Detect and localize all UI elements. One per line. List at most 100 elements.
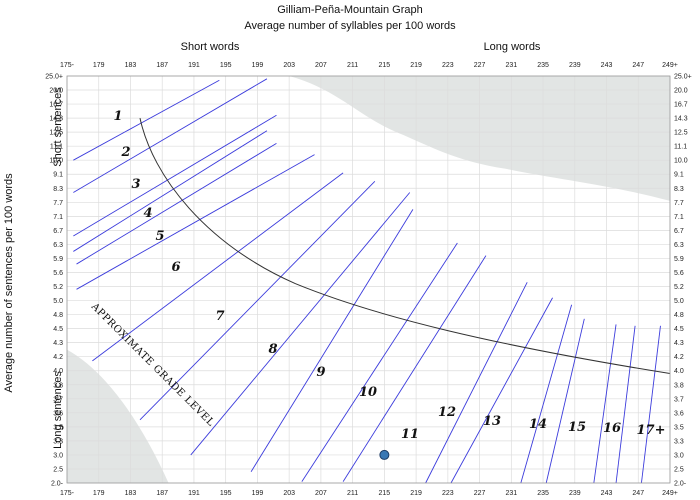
x-tick-label-bottom: 179: [93, 490, 105, 497]
grade-boundary-line: [545, 318, 585, 484]
x-tick-label-bottom: 235: [537, 490, 549, 497]
y-tick-label-right: 5.9: [674, 256, 684, 263]
y-tick-label-left: 2.0-: [51, 481, 64, 488]
y-tick-label-left: 7.1: [53, 214, 63, 221]
grade-label-1: 1: [113, 109, 122, 124]
y-tick-label-left: 3.7: [53, 396, 63, 403]
y-tick-label-left: 9.1: [53, 172, 63, 179]
grade-label-7: 7: [215, 309, 224, 324]
y-tick-label-left: 3.0: [53, 452, 63, 459]
grade-label-8: 8: [268, 342, 277, 357]
y-tick-label-right: 14.3: [674, 116, 688, 123]
grade-label-15: 15: [568, 420, 586, 435]
y-tick-label-left: 5.6: [53, 270, 63, 277]
grade-boundary-line: [73, 78, 268, 193]
y-tick-label-right: 6.7: [674, 228, 684, 235]
chart-subtitle: Average number of syllables per 100 word…: [244, 20, 456, 32]
y-tick-label-left: 16.7: [49, 102, 63, 109]
grade-label-14: 14: [529, 417, 547, 432]
x-tick-label-bottom: 211: [347, 490, 358, 497]
x-tick-label-bottom: 223: [442, 490, 454, 497]
x-tick-label-bottom: 183: [125, 490, 137, 497]
short-sentences-label: Short sentences: [52, 87, 64, 167]
x-tick-label-top: 239: [569, 62, 581, 69]
y-tick-label-left: 14.3: [49, 116, 63, 123]
x-tick-label-top: 235: [537, 62, 549, 69]
grade-boundary-line: [139, 180, 376, 421]
y-tick-label-right: 2.0-: [674, 481, 687, 488]
grade-level-curve: [139, 117, 671, 375]
y-tick-label-right: 4.0: [674, 368, 684, 375]
long-sentences-label: Long sentences: [52, 371, 64, 449]
grade-boundary-line: [76, 154, 315, 290]
grade-boundary-line: [73, 114, 277, 237]
x-tick-label-bottom: 239: [569, 490, 581, 497]
grade-boundary-line: [92, 172, 344, 362]
y-tick-label-left: 3.5: [53, 424, 63, 431]
short-words-label: Short words: [181, 41, 240, 53]
plot-frame: [66, 75, 671, 484]
grade-boundary-line: [450, 297, 553, 484]
grade-boundary-line: [342, 255, 487, 482]
y-tick-label-right: 10.0: [674, 158, 688, 165]
y-tick-label-left: 4.8: [53, 312, 63, 319]
x-tick-label-top: 207: [315, 62, 327, 69]
grade-boundary-line: [520, 304, 573, 484]
x-tick-label-bottom: 187: [156, 490, 168, 497]
x-tick-label-top: 203: [283, 62, 295, 69]
chart-title: Gilliam-Peña-Mountain Graph: [277, 4, 423, 16]
long-words-label: Long words: [484, 41, 541, 53]
y-tick-label-right: 8.3: [674, 186, 684, 193]
x-tick-label-top: 231: [505, 62, 517, 69]
grade-lines: [73, 78, 661, 484]
grade-label-3: 3: [131, 177, 140, 192]
y-tick-label-left: 8.3: [53, 186, 63, 193]
grade-boundary-line: [250, 209, 414, 473]
y-axis-title: Average number of sentences per 100 word…: [3, 173, 15, 393]
y-tick-label-left: 7.7: [53, 200, 63, 207]
x-tick-label-top: 219: [410, 62, 422, 69]
x-tick-label-bottom: 231: [505, 490, 517, 497]
y-tick-label-right: 4.8: [674, 312, 684, 319]
x-tick-label-bottom: 175-: [60, 490, 75, 497]
x-tick-label-bottom: 243: [601, 490, 613, 497]
y-tick-label-right: 5.0: [674, 298, 684, 305]
y-tick-label-right: 4.2: [674, 354, 684, 361]
y-tick-label-right: 6.3: [674, 242, 684, 249]
grade-boundary-line: [190, 192, 411, 456]
x-tick-label-bottom: 247: [632, 490, 644, 497]
x-tick-label-bottom: 227: [474, 490, 486, 497]
grade-boundary-line: [593, 324, 617, 484]
y-tick-label-left: 3.8: [53, 382, 63, 389]
y-tick-label-left: 25.0+: [45, 74, 63, 81]
x-tick-label-bottom: 199: [252, 490, 264, 497]
x-tick-label-top: 191: [188, 62, 200, 69]
y-tick-label-left: 4.3: [53, 340, 63, 347]
y-tick-label-left: 4.0: [53, 368, 63, 375]
x-tick-label-top: 183: [125, 62, 137, 69]
y-tick-label-right: 3.8: [674, 382, 684, 389]
grade-boundary-line: [73, 79, 220, 161]
y-tick-label-left: 20.0: [49, 88, 63, 95]
x-tick-label-top: 175-: [60, 62, 75, 69]
y-tick-label-right: 2.5: [674, 466, 684, 473]
y-tick-label-left: 5.9: [53, 256, 63, 263]
x-tick-label-top: 179: [93, 62, 105, 69]
y-tick-label-left: 3.6: [53, 410, 63, 417]
approximate-grade-level-curve: [139, 117, 671, 375]
y-tick-label-right: 7.1: [674, 214, 684, 221]
grade-label-17plus: 17+: [637, 423, 666, 438]
grade-boundary-line: [425, 282, 528, 484]
x-tick-label-top: 249+: [662, 62, 678, 69]
y-tick-label-right: 7.7: [674, 200, 684, 207]
x-tick-label-bottom: 195: [220, 490, 232, 497]
x-tick-label-top: 227: [474, 62, 486, 69]
y-tick-label-left: 10.0: [49, 158, 63, 165]
grade-label-9: 9: [316, 365, 325, 380]
x-tick-label-top: 195: [220, 62, 232, 69]
data-point: [379, 449, 390, 460]
y-tick-label-right: 16.7: [674, 102, 688, 109]
y-tick-label-left: 5.2: [53, 284, 63, 291]
y-tick-label-left: 5.0: [53, 298, 63, 305]
y-tick-label-right: 5.6: [674, 270, 684, 277]
